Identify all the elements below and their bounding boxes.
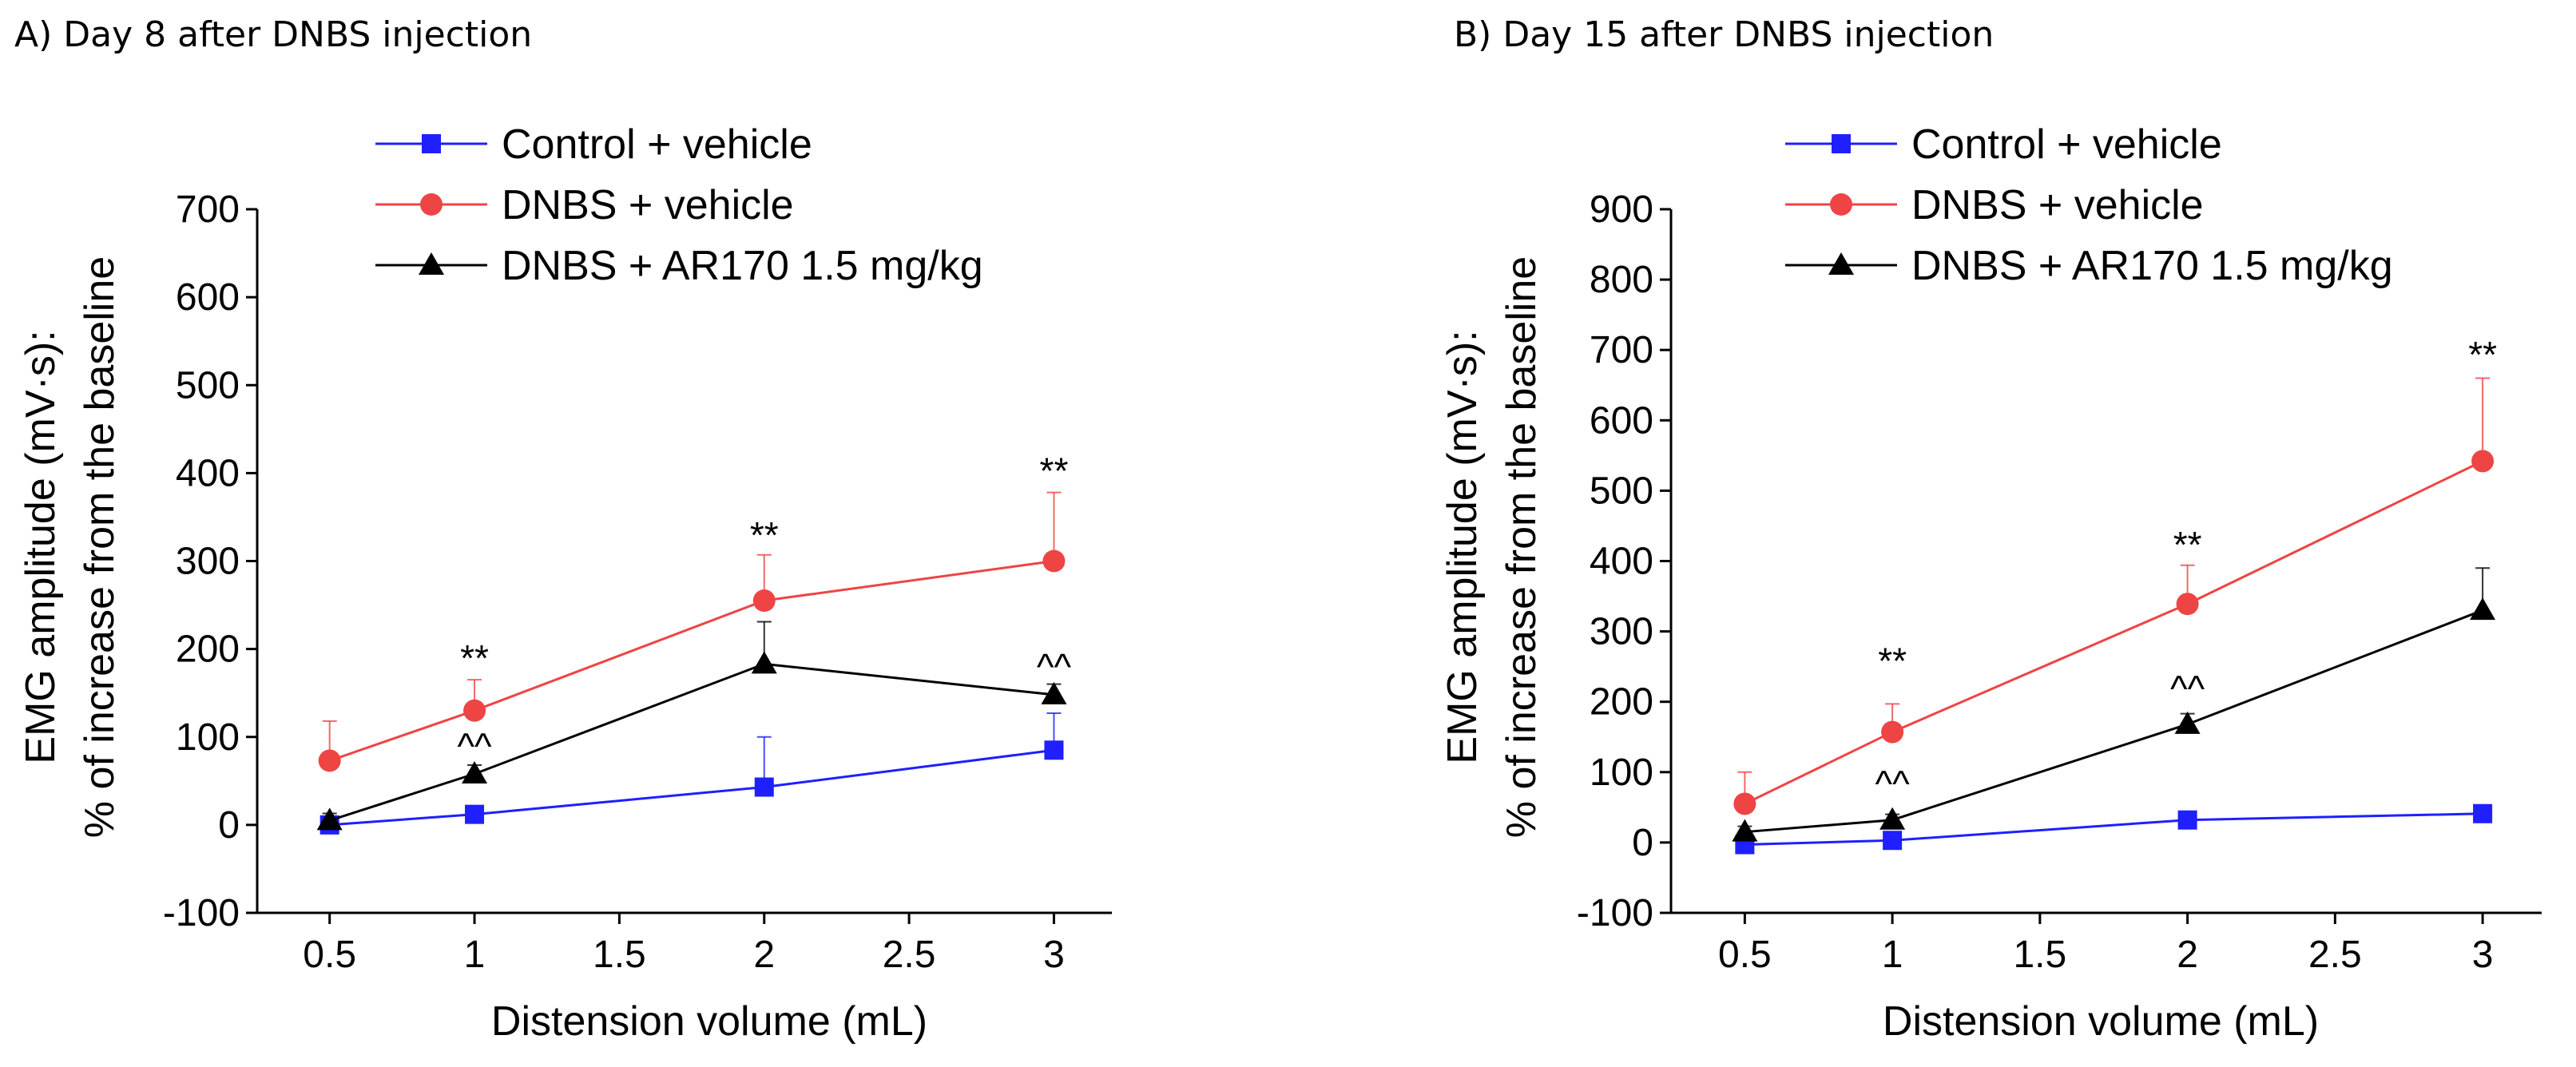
significance-annotation: ** — [460, 637, 489, 679]
series-square — [1735, 803, 2493, 855]
panel-title: A) Day 8 after DNBS injection — [14, 14, 532, 55]
series-line — [1744, 609, 2483, 834]
y-tick-label: 200 — [176, 629, 240, 671]
x-tick-label: 2 — [2177, 934, 2198, 976]
data-point — [1732, 819, 1758, 842]
y-tick-label: 200 — [1590, 681, 1653, 724]
significance-annotation: ^^ — [1875, 764, 1911, 805]
legend-label: DNBS + AR170 1.5 mg/kg — [502, 243, 983, 289]
data-point — [1042, 549, 1066, 573]
y-axis-label: EMG amplitude (mV·s): — [18, 330, 64, 764]
y-axis-label-line2: % of increase from the baseline — [1498, 256, 1545, 838]
x-tick-label: 1 — [464, 934, 486, 976]
series-line — [1744, 812, 2483, 847]
x-tick-label: 2 — [753, 934, 775, 976]
series-line — [1744, 460, 2483, 805]
x-tick-label: 3 — [1043, 934, 1065, 976]
y-tick-label: 0 — [218, 804, 240, 847]
x-tick-label: 2.5 — [883, 934, 936, 976]
y-tick-label: 0 — [1632, 822, 1653, 864]
y-tick-label: 600 — [176, 276, 240, 319]
y-tick-label: -100 — [1577, 892, 1653, 934]
y-tick-label: 500 — [1590, 470, 1653, 512]
data-point — [1041, 681, 1067, 704]
data-point — [752, 589, 776, 613]
x-tick-label: 1 — [1882, 934, 1903, 976]
data-point — [1733, 792, 1756, 815]
x-axis-label: Distension volume (mL) — [491, 998, 927, 1045]
x-tick-label: 0.5 — [303, 934, 356, 976]
x-tick-label: 2.5 — [2308, 934, 2362, 976]
series-triangle — [316, 621, 1067, 831]
data-point — [318, 749, 341, 772]
legend-marker — [1828, 252, 1854, 275]
data-point — [2177, 810, 2197, 830]
data-point — [463, 699, 486, 722]
y-axis-label: EMG amplitude (mV·s): — [1439, 330, 1486, 764]
data-point — [754, 777, 774, 797]
y-axis-label-line2: % of increase from the baseline — [77, 256, 123, 838]
data-point — [1881, 720, 1904, 744]
data-point — [1879, 807, 1906, 830]
legend-marker — [419, 252, 444, 275]
series-line — [329, 748, 1054, 827]
x-tick-label: 3 — [2472, 934, 2494, 976]
significance-annotation: ^^ — [1037, 646, 1072, 688]
x-tick-label: 1.5 — [2013, 934, 2066, 976]
y-tick-label: 400 — [176, 452, 240, 494]
data-point — [2473, 803, 2493, 823]
x-tick-label: 0.5 — [1718, 934, 1772, 976]
x-axis-label: Distension volume (mL) — [1883, 998, 2319, 1045]
significance-annotation: ** — [1040, 450, 1069, 492]
y-tick-label: 400 — [1590, 541, 1653, 583]
legend-marker — [420, 193, 443, 216]
legend-label: Control + vehicle — [502, 121, 812, 168]
series-circle — [1733, 377, 2495, 815]
y-tick-label: 600 — [1590, 399, 1653, 442]
y-tick-label: 300 — [1590, 611, 1653, 653]
legend-marker — [1832, 134, 1851, 153]
panel-a: A) Day 8 after DNBS injection EMG amplit… — [14, 14, 1112, 1045]
panel-b: B) Day 15 after DNBS injection EMG ampli… — [1439, 14, 2542, 1045]
significance-annotation: ** — [750, 514, 779, 556]
significance-annotation: ** — [2468, 334, 2497, 375]
legend-label: DNBS + AR170 1.5 mg/kg — [1911, 243, 2393, 289]
panel-title: B) Day 15 after DNBS injection — [1454, 14, 1994, 55]
legend-label: DNBS + vehicle — [1911, 182, 2204, 228]
data-point — [2470, 597, 2496, 621]
data-point — [316, 807, 343, 831]
data-point — [2174, 711, 2201, 734]
legend-label: Control + vehicle — [1911, 121, 2222, 168]
significance-annotation: ^^ — [457, 725, 492, 767]
significance-annotation: ** — [1878, 640, 1907, 681]
significance-annotation: ^^ — [2170, 668, 2205, 710]
data-point — [1044, 740, 1064, 760]
y-tick-label: 700 — [1590, 329, 1653, 371]
y-tick-label: 700 — [176, 188, 240, 231]
data-point — [751, 651, 777, 674]
series-line — [329, 560, 1054, 762]
y-tick-label: 100 — [176, 716, 240, 759]
series-triangle — [1732, 567, 2496, 842]
x-tick-label: 1.5 — [593, 934, 646, 976]
legend-label: DNBS + vehicle — [502, 182, 794, 228]
data-point — [2471, 450, 2495, 473]
y-tick-label: 800 — [1590, 259, 1653, 301]
y-tick-label: 300 — [176, 541, 240, 583]
significance-annotation: ** — [2173, 524, 2202, 565]
data-point — [2176, 593, 2199, 616]
y-tick-label: 100 — [1590, 752, 1653, 794]
y-tick-label: -100 — [163, 892, 240, 934]
series-line — [329, 662, 1054, 822]
legend-marker — [422, 134, 441, 153]
y-tick-label: 500 — [176, 364, 240, 407]
data-point — [462, 761, 488, 784]
y-tick-label: 900 — [1590, 188, 1653, 231]
data-point — [1883, 831, 1903, 851]
legend-marker — [1830, 193, 1852, 216]
series-circle — [318, 491, 1066, 772]
series-square — [320, 712, 1064, 835]
data-point — [465, 804, 485, 824]
